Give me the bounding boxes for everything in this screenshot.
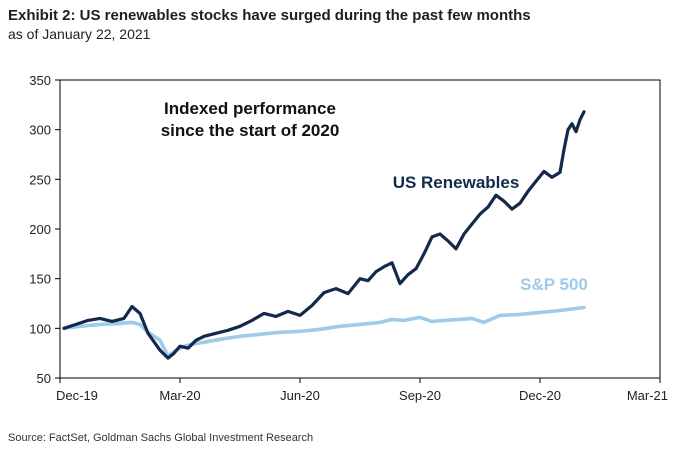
us-renewables-label: US Renewables xyxy=(393,173,520,192)
chart-title: Exhibit 2: US renewables stocks have sur… xyxy=(8,7,531,24)
y-tick-label: 350 xyxy=(29,73,51,88)
x-tick-label: Dec-19 xyxy=(56,388,98,403)
y-tick-label: 250 xyxy=(29,172,51,187)
y-tick-label: 100 xyxy=(29,321,51,336)
x-tick-label: Jun-20 xyxy=(280,388,320,403)
chart-subtitle: as of January 22, 2021 xyxy=(8,26,151,42)
x-tick-label: Mar-20 xyxy=(159,388,200,403)
annotation-line-2: since the start of 2020 xyxy=(161,121,340,140)
y-tick-label: 50 xyxy=(37,371,51,386)
x-tick-label: Sep-20 xyxy=(399,388,441,403)
x-tick-label: Dec-20 xyxy=(519,388,561,403)
y-tick-label: 300 xyxy=(29,123,51,138)
us-renewables-line xyxy=(62,110,586,360)
sp500-label: S&P 500 xyxy=(520,275,588,294)
source-note: Source: FactSet, Goldman Sachs Global In… xyxy=(8,432,314,444)
line-chart: 50 100 150 200 250 300 350 Dec-19 Mar-20 Jun-20 Se… xyxy=(29,73,668,403)
y-tick-label: 150 xyxy=(29,272,51,287)
y-tick-label: 200 xyxy=(29,222,51,237)
x-tick-label: Mar-21 xyxy=(627,388,668,403)
annotation-line-1: Indexed performance xyxy=(164,99,336,118)
